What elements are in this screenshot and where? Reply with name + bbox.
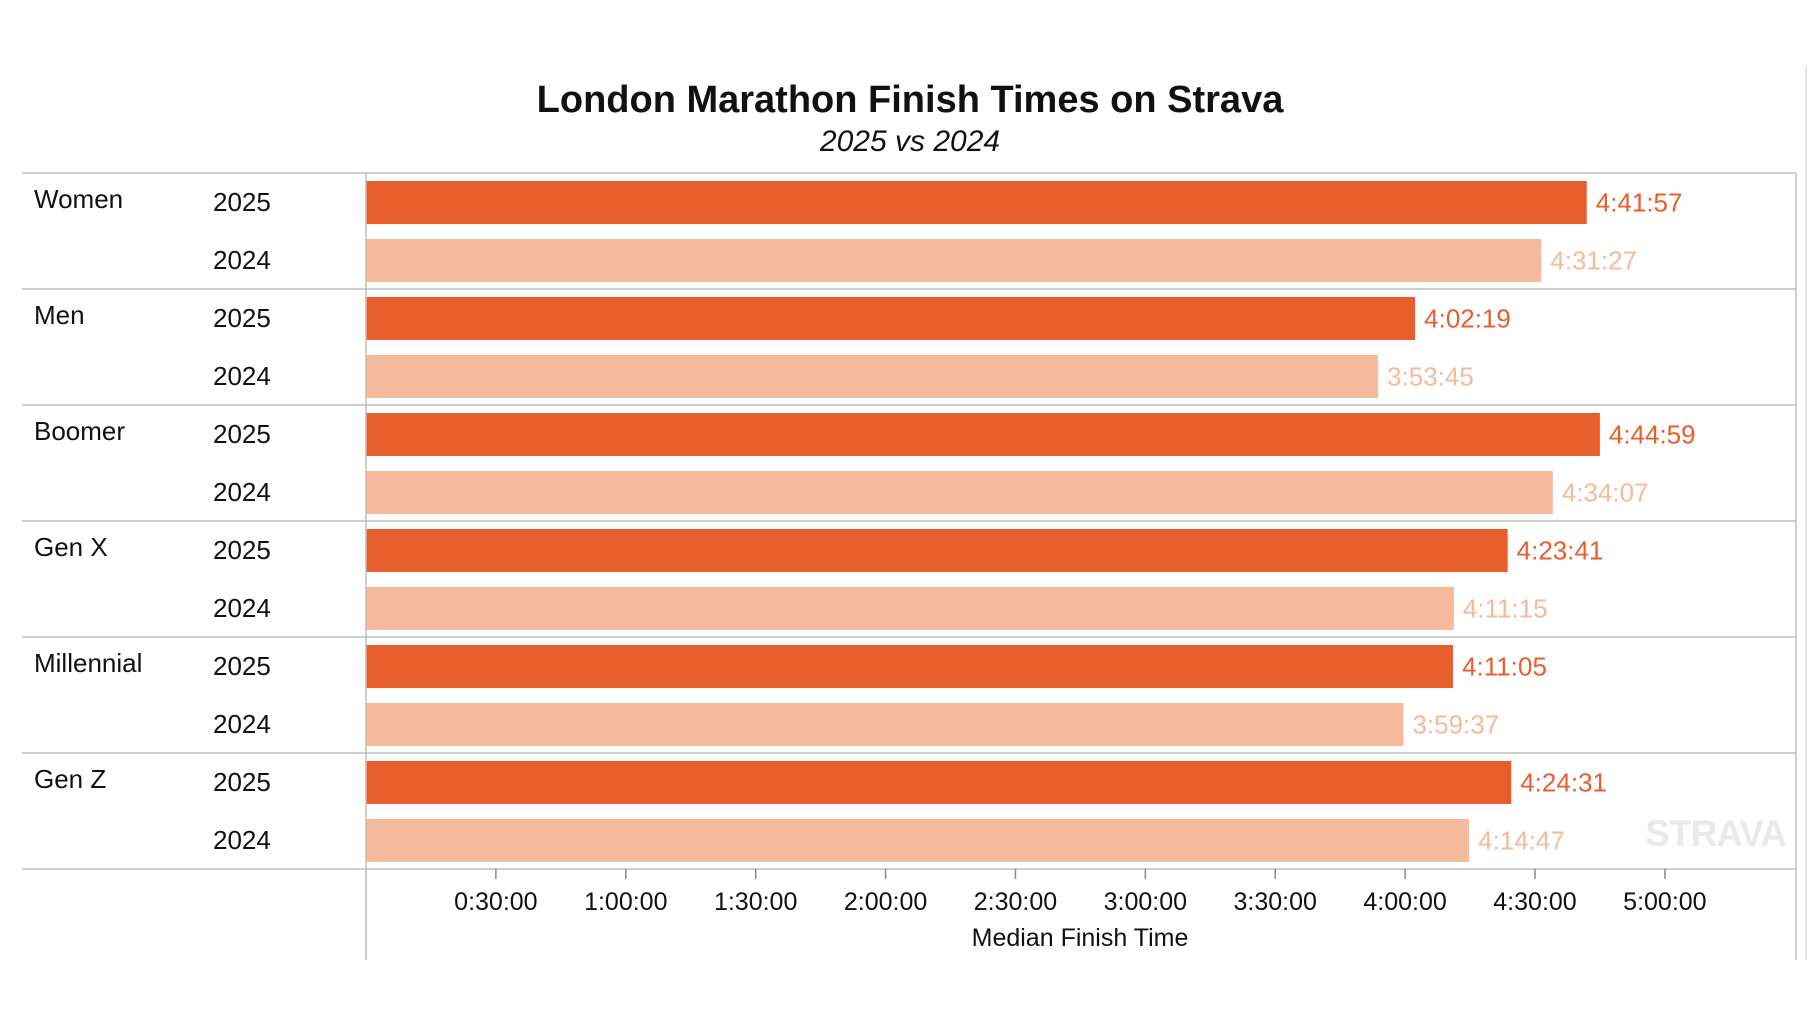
strava-watermark: STRAVA [1645,813,1786,854]
x-tick-label: 4:00:00 [1363,888,1446,916]
chart-subtitle: 2025 vs 2024 [819,125,1000,158]
year-label: 2024 [213,825,271,855]
bar [366,761,1512,804]
year-label: 2025 [213,535,271,565]
bar [366,529,1508,572]
year-label: 2025 [213,419,271,449]
chart-title: London Marathon Finish Times on Strava [537,79,1285,121]
data-label: 4:11:15 [1463,594,1548,624]
x-tick-label: 5:00:00 [1623,888,1706,916]
bar [366,819,1470,862]
year-label: 2024 [213,245,271,275]
bar [366,355,1379,398]
x-tick-label: 3:00:00 [1104,888,1187,916]
x-axis: 0:30:00 1:00:00 1:30:00 2:00:00 2:30:00 3:00:… [365,66,1807,960]
x-axis-label: Median Finish Time [972,924,1189,952]
group-label: Women [34,184,123,214]
group-label: Gen Z [34,764,106,794]
group-label: Gen X [34,532,108,562]
data-label: 4:41:57 [1596,188,1683,218]
year-label: 2025 [213,651,271,681]
data-label: 4:44:59 [1609,420,1696,450]
group-label: Men [34,300,85,330]
x-tick-label: 0:30:00 [454,888,537,916]
group-label: Boomer [34,416,125,446]
bar [366,471,1553,514]
group-label: Millennial [34,648,142,678]
data-label: 4:02:19 [1424,304,1511,334]
x-tick-label: 2:00:00 [844,888,927,916]
bar [366,181,1587,224]
year-label: 2024 [213,477,271,507]
bar [366,645,1454,688]
x-tick-label: 3:30:00 [1234,888,1317,916]
data-label: 4:24:31 [1520,768,1607,798]
data-label: 4:31:27 [1550,246,1637,276]
data-label: 4:14:47 [1478,826,1565,856]
bar [366,297,1416,340]
year-label: 2024 [213,593,271,623]
year-label: 2025 [213,187,271,217]
year-label: 2025 [213,303,271,333]
year-label: 2024 [213,361,271,391]
data-label: 3:53:45 [1387,362,1474,392]
data-label: 4:23:41 [1517,536,1604,566]
bar [366,413,1600,456]
x-tick-label: 1:00:00 [584,888,667,916]
data-label: 4:34:07 [1562,478,1649,508]
x-tick-label: 2:30:00 [974,888,1057,916]
data-label: 3:59:37 [1412,710,1499,740]
x-tick-label: 1:30:00 [714,888,797,916]
year-label: 2025 [213,767,271,797]
bar [366,703,1404,746]
rows-layer: Women 2025 4:41:57 2024 4:31:27 Men 2025 4:02:1… [22,172,1796,870]
x-tick-label: 4:30:00 [1493,888,1576,916]
bar [366,587,1454,630]
bar [366,239,1542,282]
year-label: 2024 [213,709,271,739]
data-label: 4:11:05 [1462,652,1547,682]
